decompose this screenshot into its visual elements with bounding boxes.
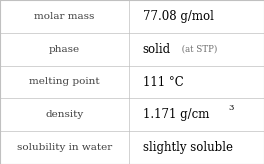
Text: 77.08 g/mol: 77.08 g/mol	[143, 10, 213, 23]
Text: density: density	[46, 110, 84, 119]
Text: 1.171 g/cm: 1.171 g/cm	[143, 108, 209, 121]
Text: 111 °C: 111 °C	[143, 75, 183, 89]
Text: molar mass: molar mass	[35, 12, 95, 21]
Text: melting point: melting point	[29, 78, 100, 86]
Text: solid: solid	[143, 43, 171, 56]
Text: solubility in water: solubility in water	[17, 143, 112, 152]
Text: phase: phase	[49, 45, 80, 54]
Text: slightly soluble: slightly soluble	[143, 141, 233, 154]
Text: (at STP): (at STP)	[179, 45, 217, 54]
Text: 3: 3	[228, 104, 234, 112]
